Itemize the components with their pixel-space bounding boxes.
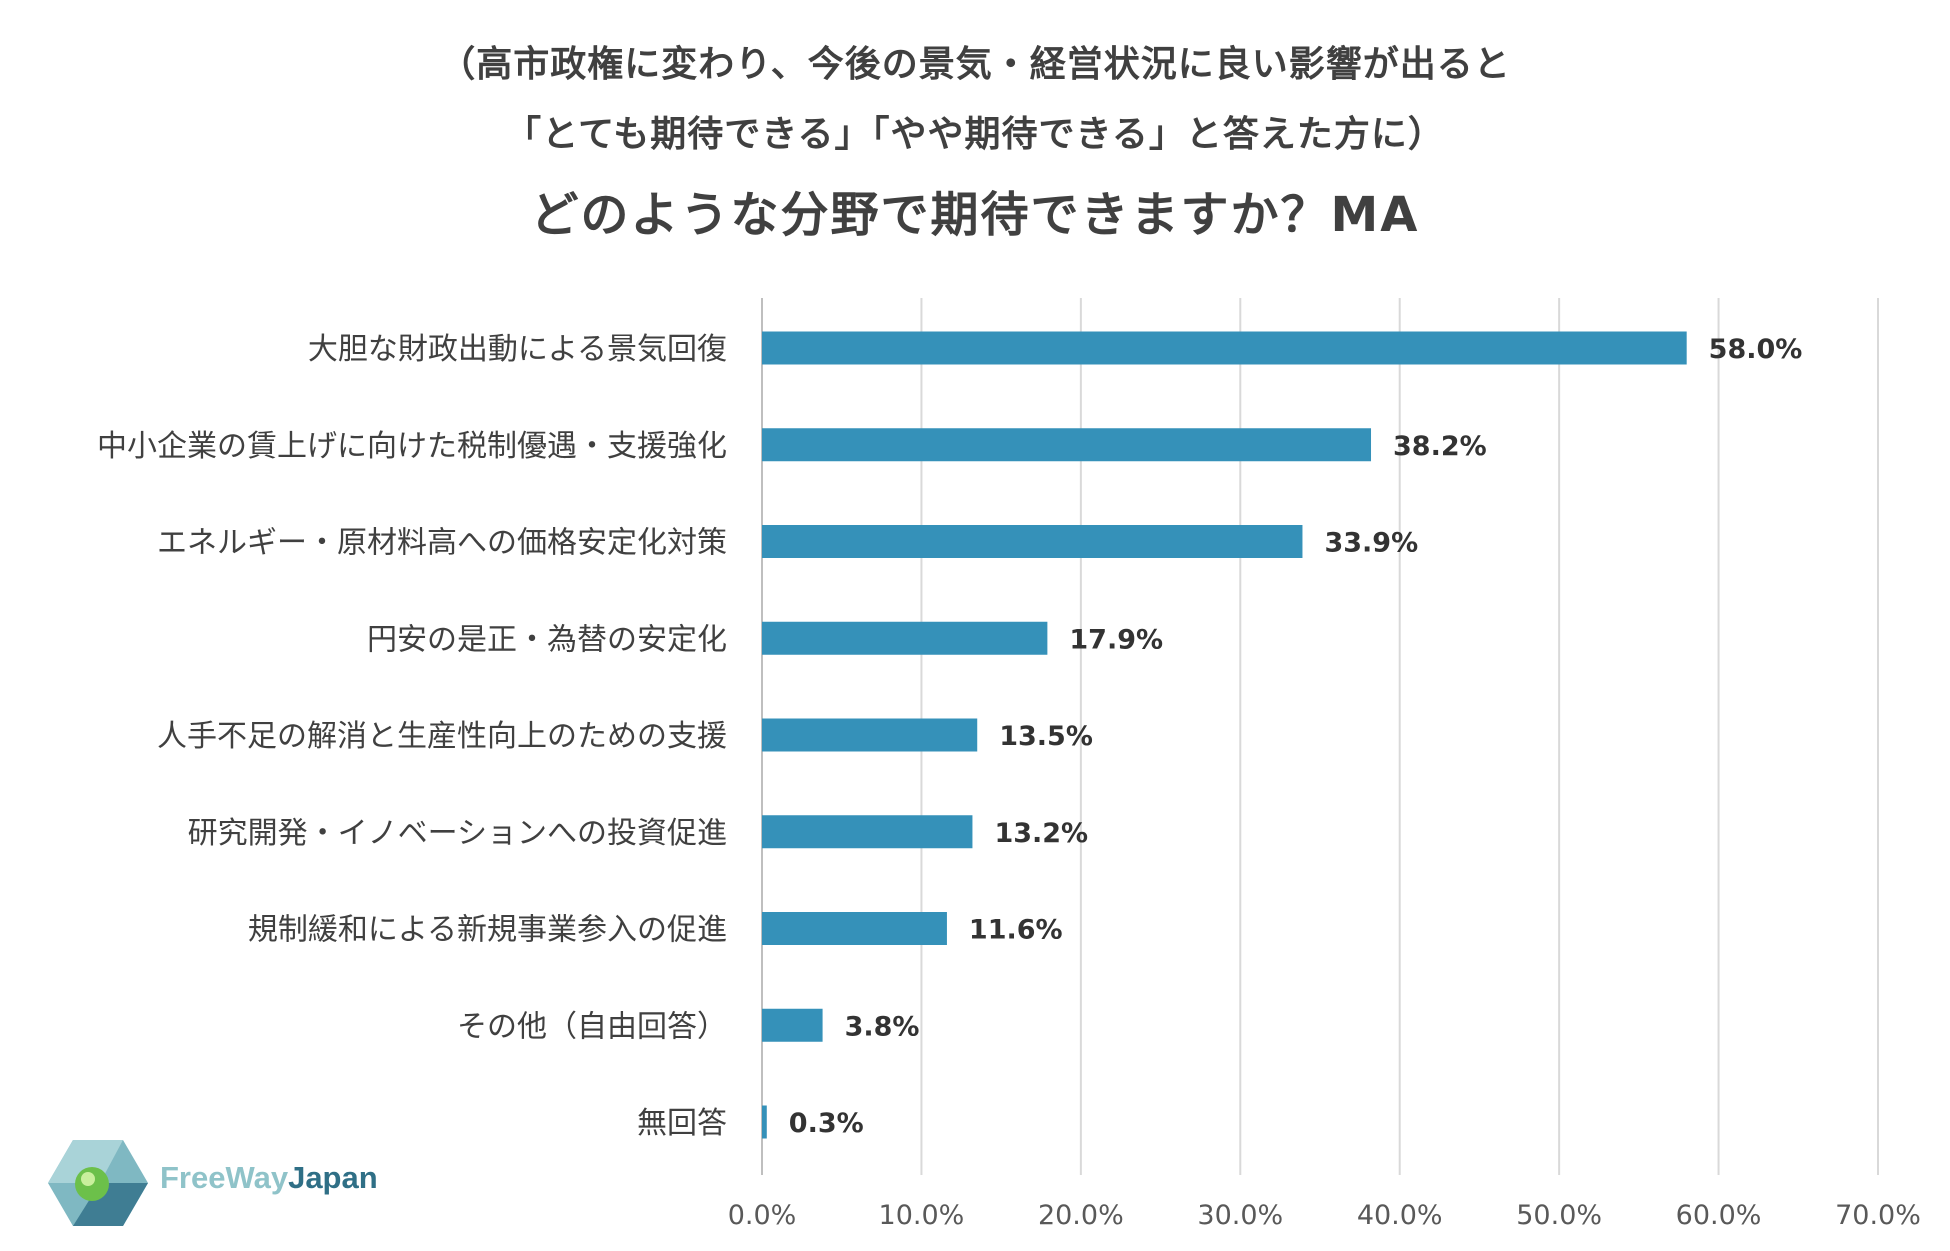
bar xyxy=(762,912,947,945)
logo-wordmark: FreeWayJapan xyxy=(160,1160,378,1196)
data-label: 17.9% xyxy=(1069,624,1163,655)
x-tick-label: 40.0% xyxy=(1357,1200,1443,1231)
x-tick-label: 60.0% xyxy=(1676,1200,1762,1231)
bar xyxy=(762,525,1303,558)
category-label: 人手不足の解消と生産性向上のための支援 xyxy=(157,719,727,754)
category-label: 研究開発・イノベーションへの投資促進 xyxy=(188,816,727,851)
x-tick-label: 20.0% xyxy=(1038,1200,1124,1231)
logo-text-freeway: FreeWay xyxy=(160,1160,289,1195)
data-label: 38.2% xyxy=(1393,431,1487,462)
bar xyxy=(762,621,1048,655)
chart-title-line-1: （高市政権に変わり、今後の景気・経営状況に良い影響が出ると xyxy=(439,44,1511,85)
category-label: 中小企業の賃上げに向けた税制優遇・支援強化 xyxy=(97,429,727,464)
data-label: 33.9% xyxy=(1324,528,1418,559)
category-label: 大胆な財政出動による景気回復 xyxy=(308,332,727,367)
data-label: 3.8% xyxy=(845,1011,920,1042)
x-tick-label: 10.0% xyxy=(879,1200,965,1231)
data-label: 13.5% xyxy=(999,721,1093,752)
bar xyxy=(762,815,973,849)
category-label: 無回答 xyxy=(637,1106,727,1141)
logo-text-japan: Japan xyxy=(288,1160,378,1195)
bar xyxy=(762,428,1372,462)
category-label: その他（自由回答） xyxy=(457,1009,727,1044)
category-label: 円安の是正・為替の安定化 xyxy=(367,622,727,657)
x-tick-label: 50.0% xyxy=(1516,1200,1602,1231)
bar xyxy=(762,331,1687,365)
category-label: 規制緩和による新規事業参入の促進 xyxy=(248,913,727,948)
x-tick-label: 30.0% xyxy=(1197,1200,1283,1231)
freewayjapan-logo: FreeWayJapan xyxy=(48,1138,388,1228)
freewayjapan-logo-icon xyxy=(48,1140,148,1226)
chart-title-block: （高市政権に変わり、今後の景気・経営状況に良い影響が出ると 「とても期待できる」… xyxy=(0,30,1950,260)
chart-title-line-2: 「とても期待できる」「やや期待できる」と答えた方に） xyxy=(505,114,1445,155)
x-tick-label: 0.0% xyxy=(728,1200,797,1231)
bar xyxy=(762,1105,767,1139)
data-label: 13.2% xyxy=(994,818,1088,849)
data-label: 58.0% xyxy=(1709,334,1803,365)
category-label: エネルギー・原材料高への価格安定化対策 xyxy=(157,526,727,561)
bar xyxy=(762,718,978,752)
x-tick-label: 70.0% xyxy=(1835,1200,1921,1231)
chart-title-main: どのような分野で期待できますか？MA xyxy=(530,187,1420,243)
bar xyxy=(762,1008,823,1042)
data-label: 11.6% xyxy=(969,915,1063,946)
data-label: 0.3% xyxy=(789,1108,864,1139)
